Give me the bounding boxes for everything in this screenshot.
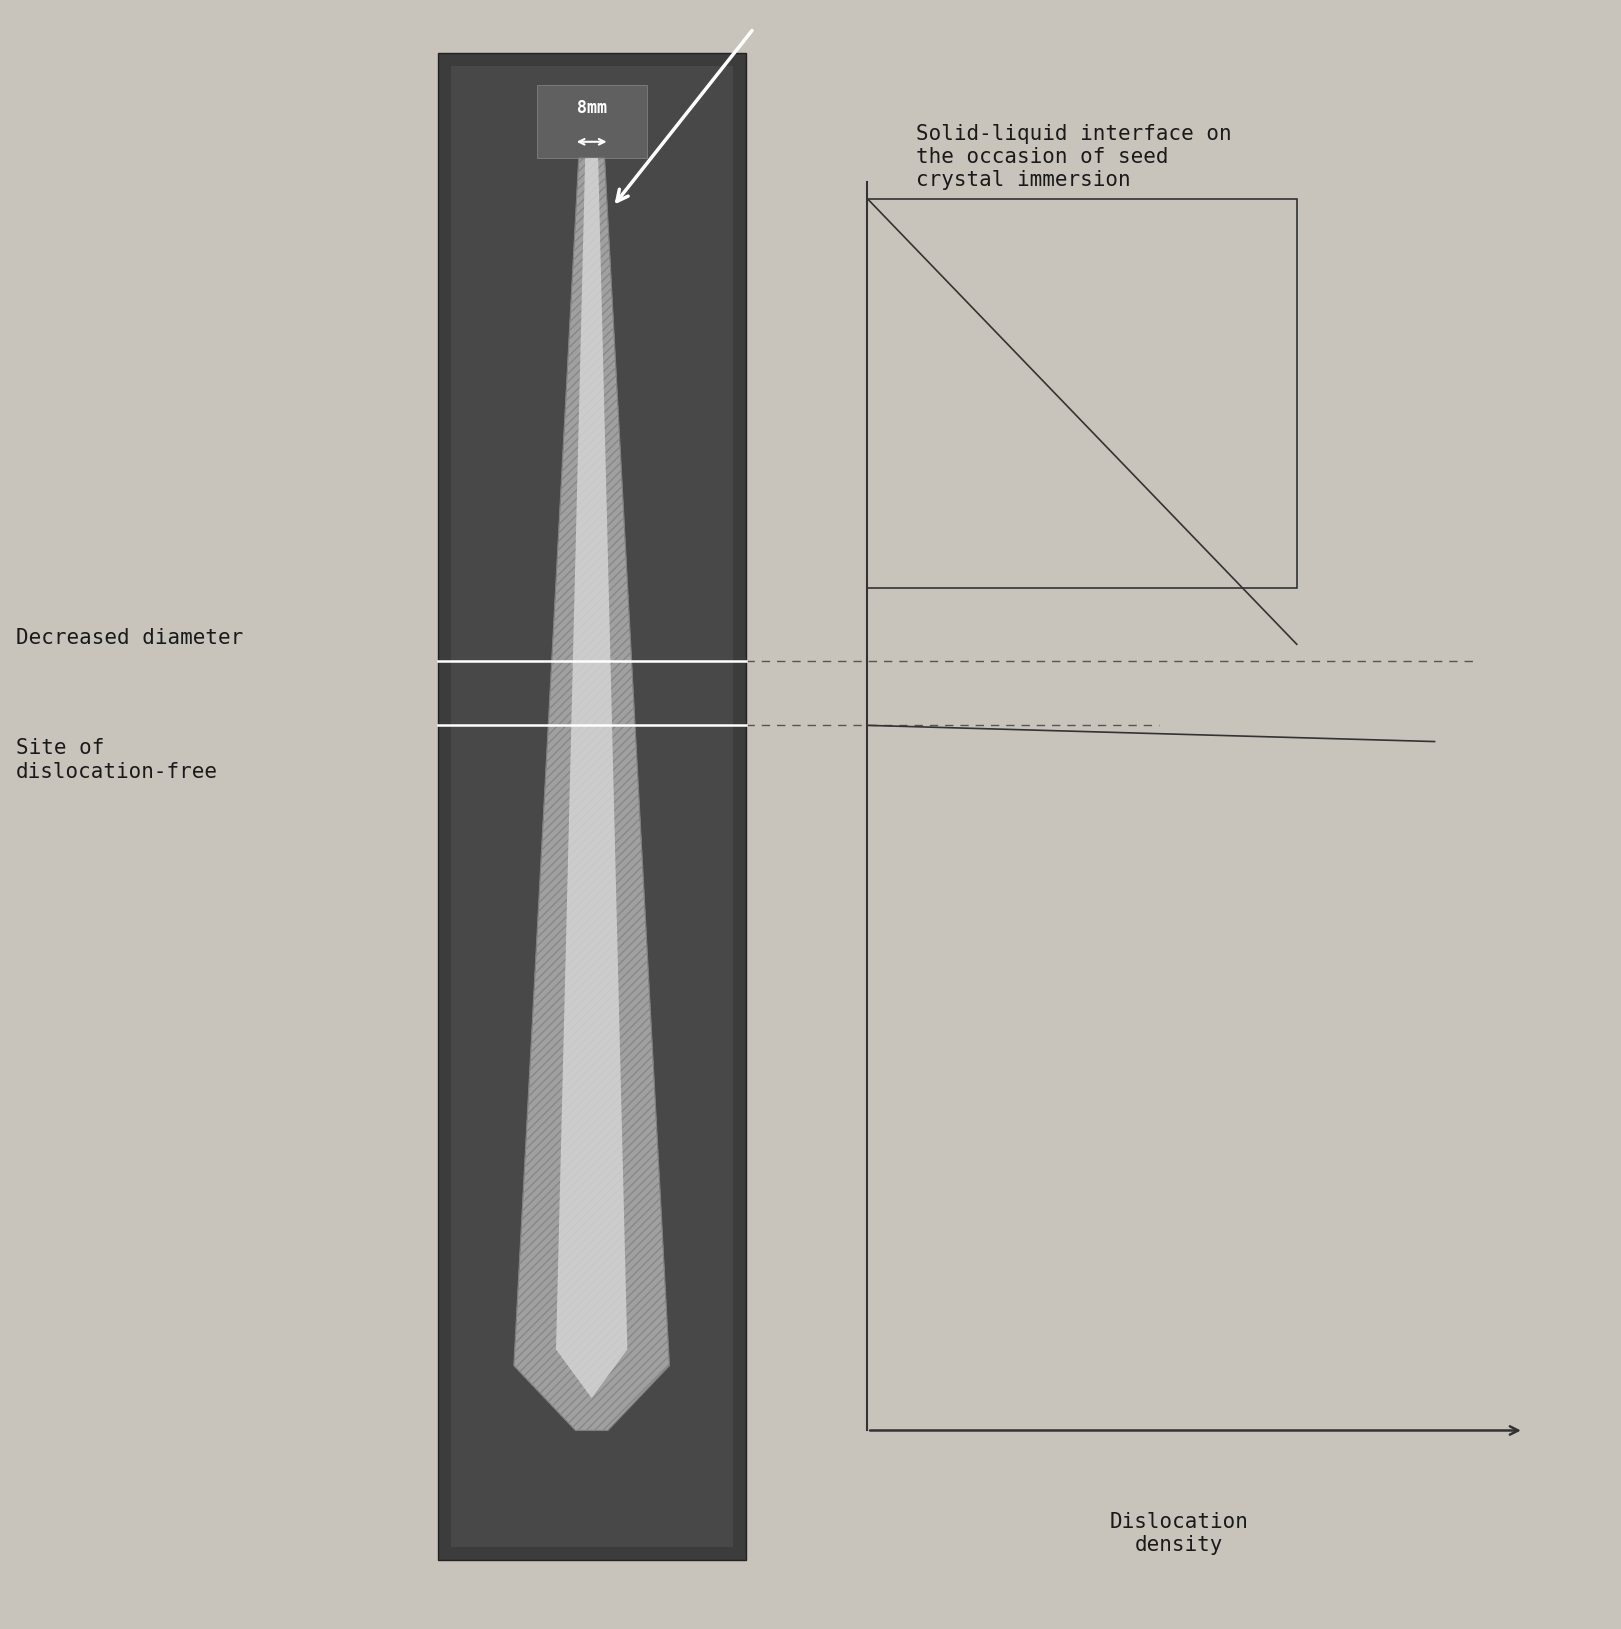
Polygon shape	[514, 158, 669, 1430]
Bar	[867, 199, 1297, 588]
Bar	[451, 65, 733, 1548]
Bar	[537, 85, 647, 158]
Text: Dislocation
density: Dislocation density	[1110, 1512, 1248, 1554]
Text: Site of
dislocation-free: Site of dislocation-free	[16, 738, 219, 782]
Text: Solid-liquid interface on
the occasion of seed
crystal immersion: Solid-liquid interface on the occasion o…	[916, 124, 1232, 191]
Text: 8mm: 8mm	[577, 99, 606, 117]
Polygon shape	[556, 158, 627, 1398]
Bar	[438, 52, 746, 1561]
Text: Decreased diameter: Decreased diameter	[16, 627, 243, 648]
